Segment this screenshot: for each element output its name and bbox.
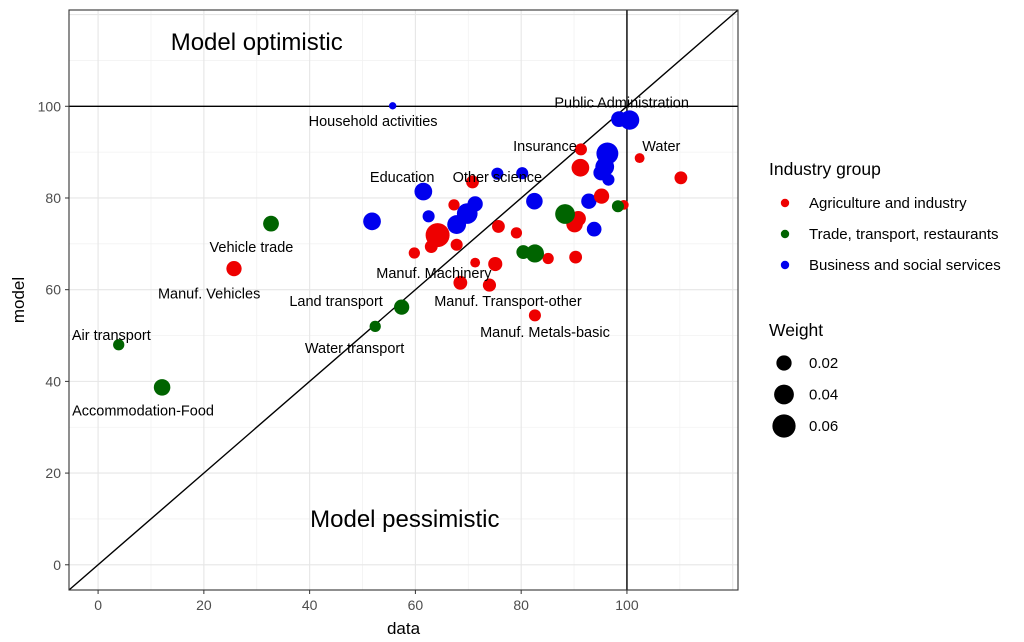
annotations: Model optimistic Model pessimistic — [171, 29, 500, 533]
x-axis-title: data — [387, 619, 421, 638]
legend-size-key — [772, 414, 796, 438]
data-point — [569, 250, 583, 264]
data-point — [414, 182, 433, 201]
point-labels: Household activities Public Administratio… — [72, 96, 689, 420]
data-point — [466, 175, 479, 189]
data-point — [555, 204, 575, 224]
data-point — [525, 244, 544, 263]
y-axis-title: model — [9, 277, 28, 323]
legend-key-business-and-social-services — [780, 260, 790, 270]
point-label: Education — [370, 170, 435, 186]
data-point — [153, 379, 171, 396]
data-point — [394, 299, 410, 315]
point-label: Household activities — [309, 114, 438, 130]
x-tick-label: 20 — [196, 597, 212, 613]
data-point — [263, 215, 279, 232]
y-axis: 0 20 40 60 80 100 — [38, 98, 69, 573]
data-point — [611, 200, 624, 213]
data-point — [528, 309, 541, 322]
point-label: Insurance — [513, 139, 577, 155]
point-label: Water — [642, 139, 680, 155]
data-point — [467, 196, 483, 212]
y-tick-label: 100 — [38, 98, 62, 114]
y-tick-label: 40 — [45, 373, 61, 389]
data-point — [516, 167, 529, 180]
data-point — [448, 199, 460, 211]
data-point — [593, 188, 610, 204]
legend-size-label: 0.06 — [809, 418, 838, 435]
data-point — [516, 245, 531, 259]
legend-size-key — [776, 355, 792, 371]
x-tick-label: 100 — [615, 597, 639, 613]
data-point — [542, 252, 554, 265]
point-label: Public Administration — [554, 96, 689, 112]
legend: Industry group Agriculture and industry Tr… — [769, 159, 1001, 438]
legend-key-agriculture-and-industry — [780, 198, 790, 208]
legend-title-weight: Weight — [769, 320, 823, 340]
data-point — [674, 171, 688, 185]
legend-size-label: 0.04 — [809, 387, 838, 404]
plot-border — [68, 9, 739, 591]
annotation: Model optimistic — [171, 29, 343, 56]
data-point — [388, 102, 397, 110]
data-point — [586, 221, 602, 237]
legend-key-trade-transport-restaurants — [780, 229, 790, 239]
data-point — [571, 158, 590, 177]
x-axis: 0 20 40 60 80 100 — [94, 590, 639, 613]
y-tick-label: 20 — [45, 465, 61, 481]
annotation: Model pessimistic — [310, 506, 499, 533]
legend-size-label: 0.02 — [809, 355, 838, 372]
data-point — [526, 192, 543, 210]
point-label: Other science — [453, 170, 542, 186]
data-point — [113, 339, 125, 351]
legend-title-industry-group: Industry group — [769, 159, 881, 179]
data-point — [482, 278, 497, 292]
y-tick-label: 60 — [45, 282, 61, 298]
data-point — [424, 240, 438, 253]
legend-label: Trade, transport, restaurants — [809, 226, 999, 243]
data-point — [602, 173, 615, 186]
data-point — [510, 227, 523, 239]
data-points — [113, 102, 688, 396]
point-label: Manuf. Machinery — [376, 266, 492, 282]
legend-label: Agriculture and industry — [809, 195, 967, 212]
data-point — [574, 143, 587, 156]
data-point — [226, 260, 242, 277]
data-point — [470, 257, 481, 268]
point-label: Manuf. Transport-other — [434, 294, 582, 310]
point-label: Manuf. Vehicles — [158, 286, 260, 302]
x-tick-label: 60 — [408, 597, 424, 613]
data-point — [450, 238, 463, 251]
data-point — [369, 320, 381, 333]
x-tick-label: 0 — [94, 597, 102, 613]
legend-label: Business and social services — [809, 257, 1001, 274]
point-label: Accommodation-Food — [72, 403, 214, 419]
point-label: Air transport — [72, 328, 151, 344]
point-label: Land transport — [289, 294, 383, 310]
data-point — [408, 247, 420, 259]
data-point — [611, 111, 627, 128]
data-point — [488, 256, 503, 272]
data-point — [492, 220, 505, 233]
data-point — [363, 212, 381, 231]
point-label: Manuf. Metals-basic — [480, 325, 610, 341]
legend-size-key — [774, 384, 794, 405]
data-point — [422, 210, 435, 223]
x-tick-label: 80 — [513, 597, 529, 613]
data-point — [581, 193, 597, 209]
y-tick-label: 0 — [53, 557, 61, 573]
point-label: Vehicle trade — [210, 240, 294, 256]
data-point — [634, 153, 645, 164]
x-tick-label: 40 — [302, 597, 318, 613]
data-point — [491, 167, 504, 180]
y-tick-label: 80 — [45, 190, 61, 206]
data-point — [453, 275, 468, 290]
point-label: Water transport — [305, 341, 404, 357]
